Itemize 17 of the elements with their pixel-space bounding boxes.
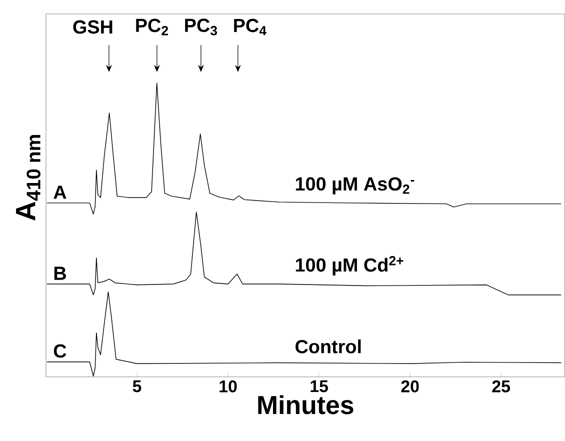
text: PC$_{3}$ <box>185 18 218 36</box>
x-tick-label: 10 <box>220 380 237 392</box>
annotation: A <box>54 186 66 199</box>
annotation: B <box>54 266 66 280</box>
annotation: C <box>54 344 66 358</box>
series-label: Control <box>296 340 361 354</box>
y-axis-title: A$_{410 nm}$ <box>16 135 40 221</box>
x-tick-label: 15 <box>310 380 328 392</box>
x-tick-label: 25 <box>492 380 510 392</box>
x-axis-title: Minutes <box>258 395 354 414</box>
text: GSH <box>73 20 112 34</box>
x-tick-label: 20 <box>401 380 419 392</box>
series-label: 100 µM AsO$_{2}$- <box>296 177 414 194</box>
text: PC$_{2}$ <box>136 18 168 36</box>
x-tick-label: 5 <box>132 380 142 392</box>
text: PC$_{4}$ <box>234 18 266 36</box>
series-label: 100 µM Cd$^{2+}$ <box>296 256 404 276</box>
